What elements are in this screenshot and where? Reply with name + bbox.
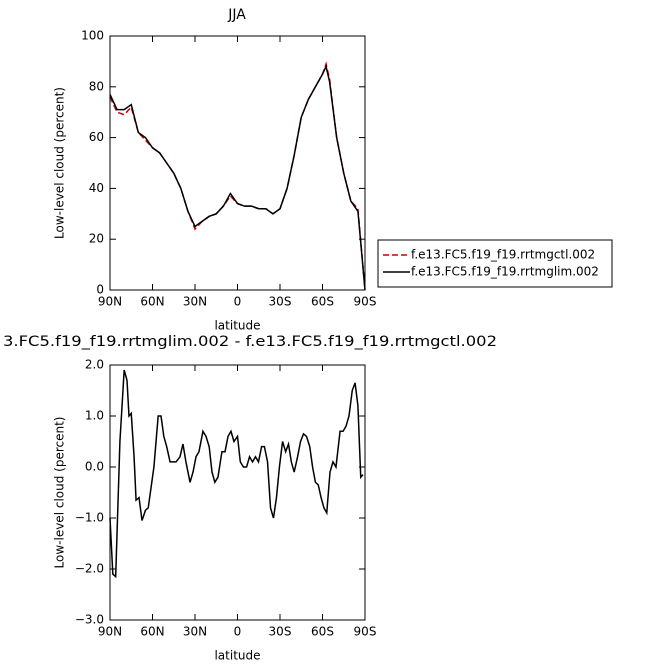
x-tick-label: 90S (354, 295, 377, 309)
y-tick-label: 40 (89, 181, 104, 195)
x-tick-label: 0 (234, 295, 242, 309)
x-tick-label: 0 (234, 625, 242, 639)
y-axis-label: Low-level cloud (percent) (53, 417, 67, 569)
x-tick-label: 60N (140, 625, 164, 639)
legend-box (377, 239, 613, 288)
x-tick-label: 60N (140, 295, 164, 309)
y-axis-label: Low-level cloud (percent) (53, 87, 67, 239)
y-tick-label: −2.0 (75, 562, 104, 576)
legend-label: f.e13.FC5.f19_f19.rrtmgctl.002 (411, 248, 595, 262)
x-tick-label: 30N (183, 295, 207, 309)
y-tick-label: 2.0 (85, 358, 104, 372)
y-tick-label: 20 (89, 232, 104, 246)
y-tick-label: 1.0 (85, 409, 104, 423)
y-tick-label: 60 (89, 130, 104, 144)
y-tick-label: 100 (81, 29, 104, 43)
x-tick-label: 60S (311, 625, 334, 639)
y-tick-label: 0.0 (85, 460, 104, 474)
x-axis-label: latitude (214, 319, 260, 333)
data-line (109, 369, 364, 579)
x-tick-label: 30S (269, 295, 292, 309)
x-tick-label: 30N (183, 625, 207, 639)
y-tick-label: 0 (96, 283, 104, 297)
x-axis-label: latitude (214, 649, 260, 663)
x-tick-label: 90N (98, 295, 122, 309)
x-tick-label: 60S (311, 295, 334, 309)
legend-label: f.e13.FC5.f19_f19.rrtmglim.002 (411, 265, 599, 279)
plot-frame (109, 364, 366, 621)
y-tick-label: 80 (89, 79, 104, 93)
chart-title: JJA (227, 7, 246, 23)
y-tick-label: −1.0 (75, 511, 104, 525)
plot-frame (109, 35, 366, 291)
data-line (109, 64, 366, 291)
x-tick-label: 90N (98, 625, 122, 639)
data-line (109, 61, 366, 291)
x-tick-label: 90S (354, 625, 377, 639)
x-tick-label: 30S (269, 625, 292, 639)
y-tick-label: −3.0 (75, 613, 104, 627)
chart-title: 3.FC5.f19_f19.rrtmglim.002 - f.e13.FC5.f… (3, 334, 497, 350)
